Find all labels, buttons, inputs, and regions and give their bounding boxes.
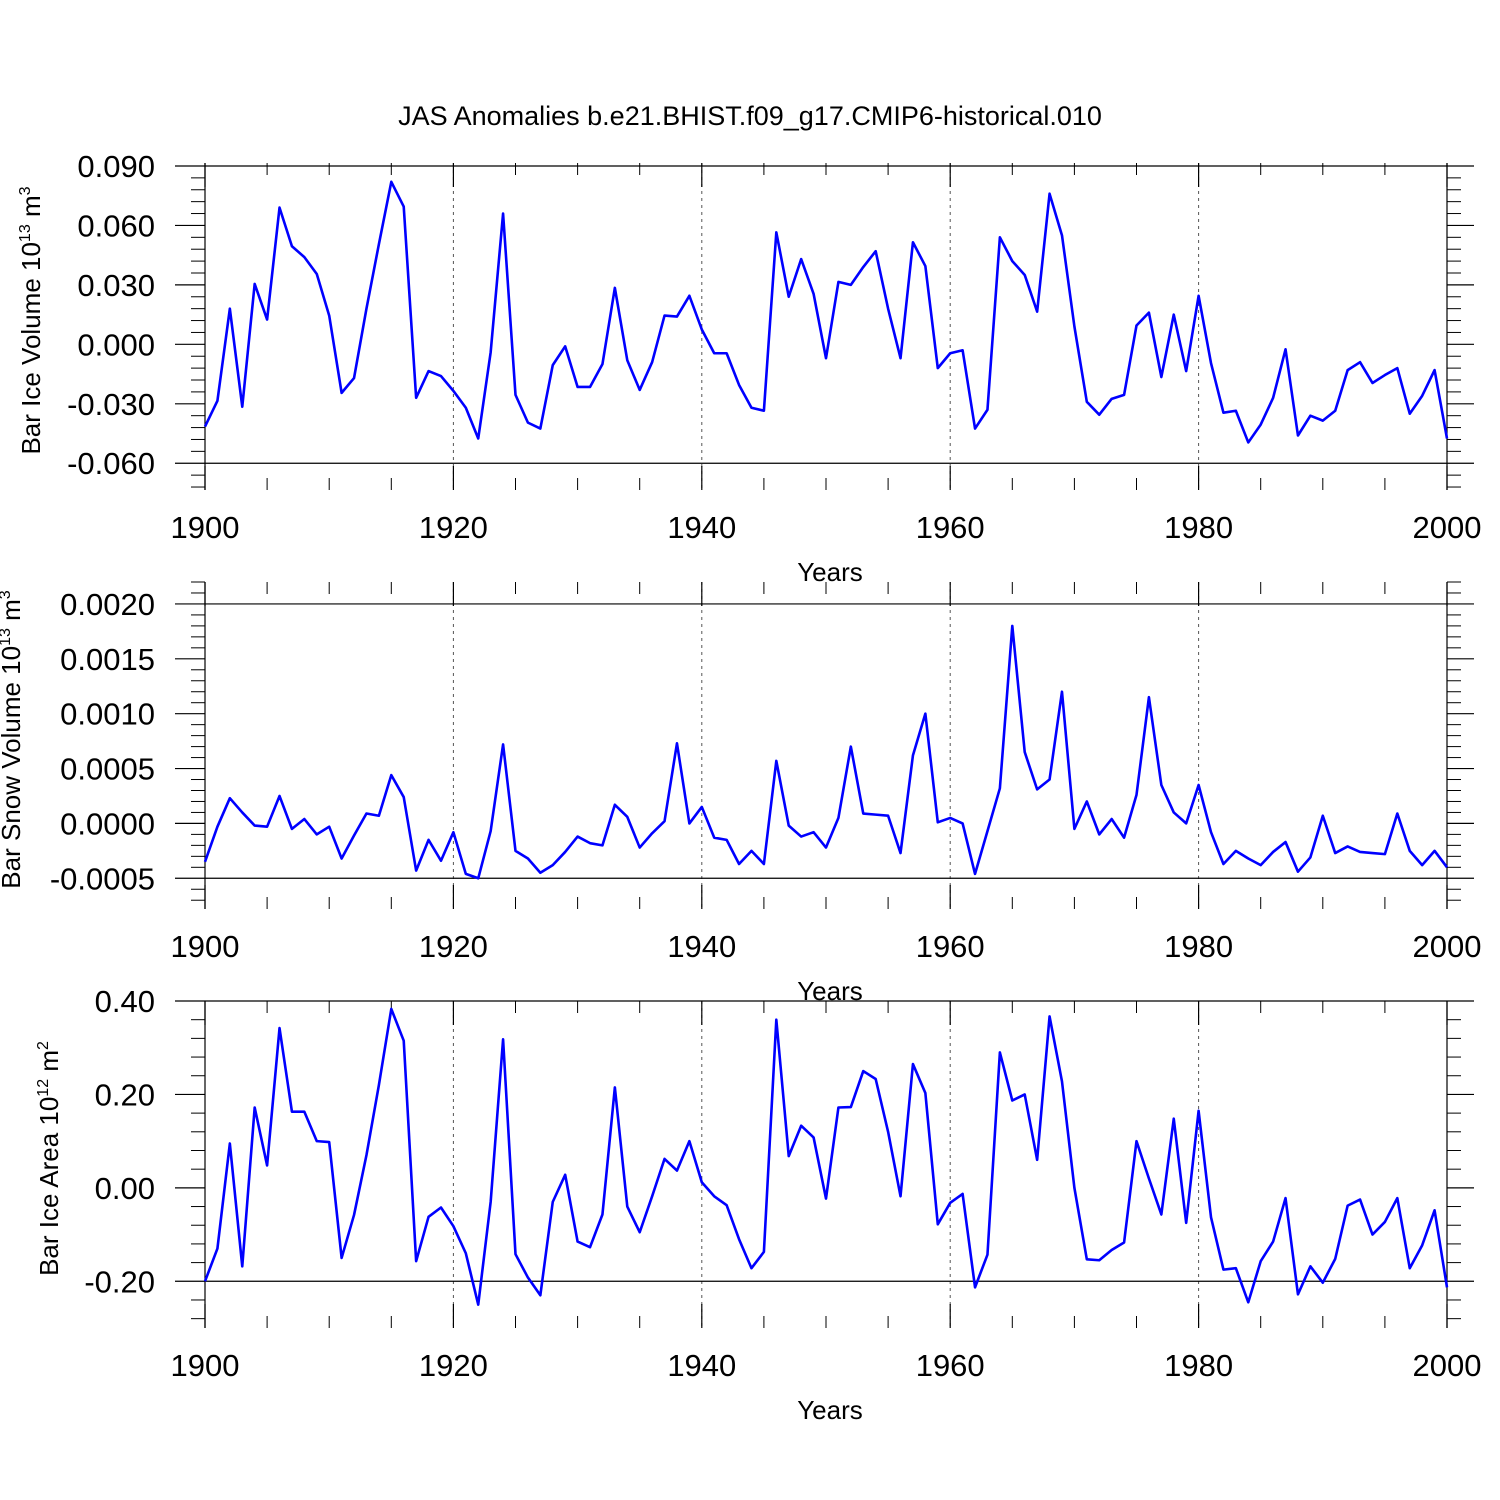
panels-container: -0.060 -0.030 0.000 0.030 0.060 0.090 1900 1920… <box>0 149 1481 1425</box>
x-tick-label: 2000 <box>1413 1348 1482 1383</box>
y-axis-title-unit: m <box>34 1050 64 1079</box>
y-axis-title-unit-exp: 2 <box>35 1041 52 1050</box>
y-tick-label: 0.000 <box>77 327 155 362</box>
y-tick-label: 0.0005 <box>60 752 155 787</box>
y-tick-label: 0.0015 <box>60 642 155 677</box>
y-axis-title-main: Bar Ice Volume 10 <box>16 242 46 454</box>
y-axis-title: Bar Snow Volume 1013 m3 <box>0 590 26 889</box>
y-tick-label: 0.0000 <box>60 806 155 841</box>
x-tick-label: 1940 <box>667 510 736 545</box>
x-tick-label: 1980 <box>1164 510 1233 545</box>
x-tick-label: 1980 <box>1164 1348 1233 1383</box>
y-axis-title-unit-exp: 3 <box>17 186 34 195</box>
y-tick-label: -0.0005 <box>50 861 155 896</box>
y-axis-title-exp: 13 <box>17 224 34 242</box>
y-tick-label: 0.090 <box>77 149 155 184</box>
panel-3: -0.20 0.00 0.20 0.40 1900 1920 1940 1960 1980 200… <box>34 984 1481 1425</box>
y-axis-title-unit: m <box>0 599 26 628</box>
x-tick-label: 1940 <box>667 929 736 964</box>
y-tick-label: 0.20 <box>95 1077 155 1112</box>
x-tick-label: 1920 <box>419 510 488 545</box>
x-tick-label: 1960 <box>916 929 985 964</box>
data-line <box>203 624 1449 880</box>
y-axis-title-exp: 13 <box>0 628 14 646</box>
y-tick-label: 0.0020 <box>60 587 155 622</box>
y-axis-title: Bar Ice Volume 1013 m3 <box>16 186 46 454</box>
y-axis-title-unit-exp: 3 <box>0 590 14 599</box>
x-tick-label: 1980 <box>1164 929 1233 964</box>
y-tick-label: 0.00 <box>95 1171 155 1206</box>
x-tick-label: 2000 <box>1413 929 1482 964</box>
y-tick-label: 0.0010 <box>60 697 155 732</box>
y-tick-label: 0.060 <box>77 208 155 243</box>
x-tick-label: 1900 <box>171 1348 240 1383</box>
y-axis-title: Bar Ice Area 1012 m2 <box>34 1041 64 1276</box>
x-tick-label: 1960 <box>916 510 985 545</box>
data-line <box>203 180 1449 444</box>
y-axis-title-main: Bar Ice Area 10 <box>34 1097 64 1276</box>
y-tick-label: -0.20 <box>84 1264 155 1299</box>
y-axis-title-exp: 12 <box>35 1079 52 1097</box>
x-tick-label: 1900 <box>171 929 240 964</box>
data-line <box>203 1007 1449 1306</box>
y-tick-label: -0.060 <box>67 446 155 481</box>
chart-title: JAS Anomalies b.e21.BHIST.f09_g17.CMIP6-… <box>398 101 1102 131</box>
y-axis-title-unit: m <box>16 195 46 224</box>
y-axis-title-main: Bar Snow Volume 10 <box>0 646 26 889</box>
panel-2: -0.0005 0.0000 0.0005 0.0010 0.0015 0.0020 190… <box>0 581 1482 1006</box>
x-axis-title: Years <box>797 557 863 587</box>
panel-1: -0.060 -0.030 0.000 0.030 0.060 0.090 1900 1920… <box>16 149 1481 587</box>
x-tick-label: 1960 <box>916 1348 985 1383</box>
y-tick-label: -0.030 <box>67 387 155 422</box>
x-tick-label: 1920 <box>419 929 488 964</box>
x-tick-label: 1900 <box>171 510 240 545</box>
y-tick-label: 0.40 <box>95 984 155 1019</box>
x-tick-label: 1940 <box>667 1348 736 1383</box>
x-tick-label: 2000 <box>1413 510 1482 545</box>
y-tick-label: 0.030 <box>77 268 155 303</box>
x-tick-label: 1920 <box>419 1348 488 1383</box>
x-axis-title: Years <box>797 1395 863 1425</box>
